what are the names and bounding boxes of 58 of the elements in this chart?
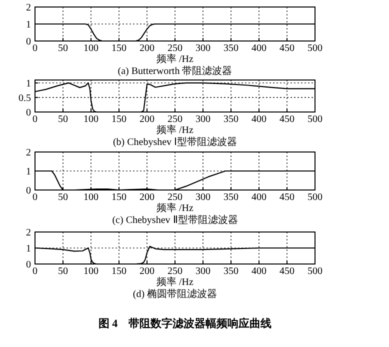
x-tick-label: 350	[224, 43, 238, 54]
text: (d) 椭圆带阻滤波器	[132, 288, 218, 300]
x-tick-label: 150	[112, 43, 126, 54]
x-tick-label: 100	[84, 114, 98, 125]
x-tick-label: 450	[280, 266, 294, 277]
x-tick-label: 400	[252, 192, 266, 203]
x-tick-label: 100	[84, 192, 98, 203]
x-tick-label: 250	[168, 114, 182, 125]
x-tick-label: 350	[224, 266, 238, 277]
x-tick-label: 250	[168, 43, 182, 54]
x-tick-label: 200	[140, 266, 154, 277]
y-tick-label: 1	[26, 20, 31, 30]
y-tick-label: 0.5	[18, 92, 31, 104]
x-tick-label: 400	[252, 266, 266, 277]
x-tick-label: 500	[308, 266, 322, 277]
x-tick-label: 50	[58, 266, 68, 277]
y-tick-label: 1	[26, 244, 31, 254]
x-tick-label: 450	[280, 114, 294, 125]
x-tick-label: 500	[308, 43, 322, 54]
x-tick-label: 300	[196, 192, 210, 203]
x-tick-label: 200	[140, 43, 154, 54]
y-tick-label: 2	[26, 148, 31, 158]
x-tick-label: 300	[196, 114, 210, 125]
x-tick-label: 500	[308, 192, 322, 203]
x-tick-label: 300	[196, 266, 210, 277]
caption: 图 4 带阻数字滤波器幅频响应曲线	[98, 317, 272, 330]
x-axis-title: 频率 /Hz	[156, 53, 194, 65]
x-tick-label: 50	[58, 192, 68, 203]
text: (b) Chebyshev Ⅰ型带阻滤波器	[112, 136, 238, 148]
x-tick-label: 250	[168, 192, 182, 203]
x-tick-label: 100	[84, 266, 98, 277]
line-series	[34, 82, 316, 113]
x-tick-label: 100	[84, 43, 98, 54]
x-tick-label: 400	[252, 114, 266, 125]
x-tick-label: 450	[280, 43, 294, 54]
x-tick-label: 350	[224, 114, 238, 125]
x-tick-label: 50	[58, 43, 68, 54]
x-tick-label: 200	[140, 192, 154, 203]
y-tick-label: 2	[26, 2, 31, 14]
x-tick-label: 350	[224, 192, 238, 203]
x-tick-label: 200	[140, 114, 154, 125]
x-tick-label: 400	[252, 43, 266, 54]
x-axis-title: 频率 /Hz	[156, 124, 194, 136]
y-tick-label: 1	[26, 166, 31, 178]
x-axis-title: 频率 /Hz	[156, 276, 194, 288]
x-tick-label: 50	[58, 114, 68, 125]
x-tick-label: 300	[196, 43, 210, 54]
y-tick-label: 1	[26, 78, 31, 90]
x-axis-title: 频率 /Hz	[156, 202, 194, 214]
text: (c) Chebyshev Ⅱ型带阻滤波器	[112, 214, 238, 226]
x-tick-label: 150	[112, 114, 126, 125]
text: (a) Butterworth 带阻滤波器	[118, 65, 232, 77]
x-tick-label: 250	[168, 266, 182, 277]
x-tick-label: 150	[112, 266, 126, 277]
x-tick-label: 450	[280, 192, 294, 203]
x-tick-label: 500	[308, 114, 322, 125]
x-tick-label: 150	[112, 192, 126, 203]
y-tick-label: 2	[26, 228, 31, 238]
